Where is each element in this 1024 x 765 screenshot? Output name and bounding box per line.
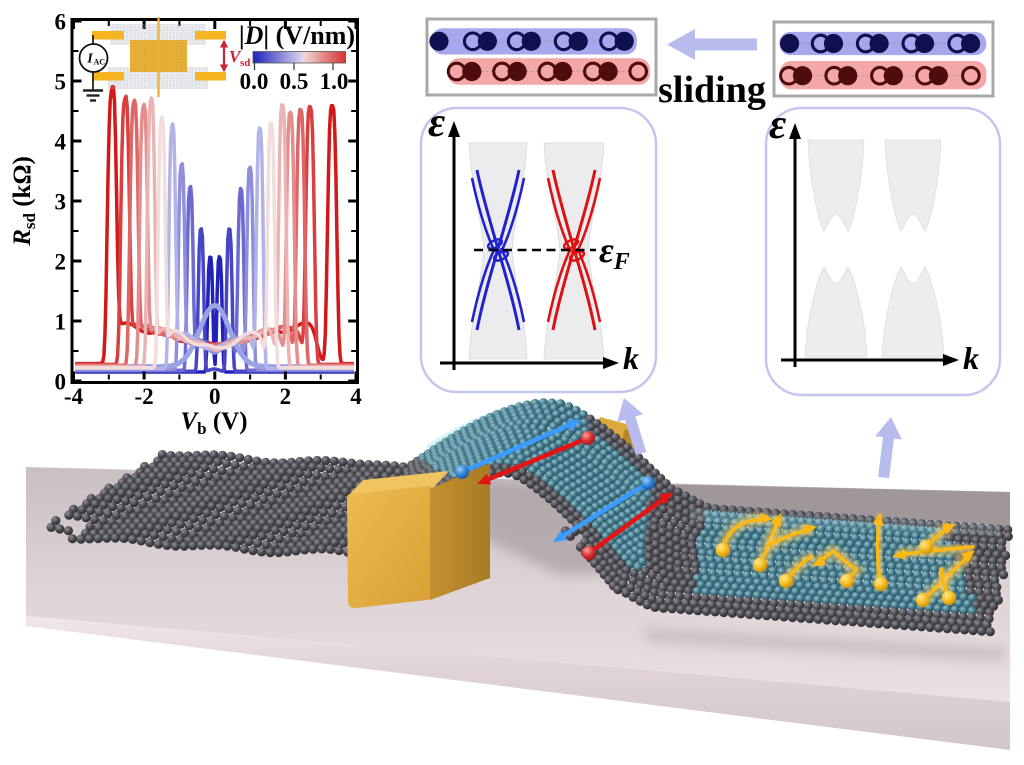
svg-text:6: 6	[55, 10, 67, 35]
svg-text:k: k	[623, 340, 639, 376]
svg-text:I: I	[86, 52, 93, 67]
svg-text:4: 4	[55, 130, 67, 155]
svg-text:V: V	[229, 47, 242, 66]
svg-text:-4: -4	[64, 384, 84, 409]
svg-text:ε: ε	[769, 102, 786, 148]
svg-text:k: k	[963, 340, 979, 376]
svg-text:1.0: 1.0	[320, 69, 349, 94]
svg-text:0.0: 0.0	[240, 69, 269, 94]
svg-text:sd: sd	[240, 57, 250, 69]
svg-text:2: 2	[55, 250, 67, 275]
svg-text:AC: AC	[94, 58, 106, 67]
svg-text:ε: ε	[428, 100, 445, 146]
svg-text:3: 3	[55, 190, 67, 215]
svg-text:Vb (V): Vb (V)	[180, 408, 247, 438]
svg-text:1: 1	[55, 310, 67, 335]
svg-text:5: 5	[55, 70, 67, 95]
svg-text:0: 0	[209, 384, 221, 409]
svg-text:2: 2	[280, 384, 292, 409]
svg-text:Rsd (kΩ): Rsd (kΩ)	[9, 156, 39, 247]
svg-text:0: 0	[55, 370, 67, 395]
svg-text:-2: -2	[135, 384, 154, 409]
svg-text:sliding: sliding	[658, 69, 766, 111]
svg-text:|D| (V/nm): |D| (V/nm)	[239, 21, 355, 50]
svg-text:0.5: 0.5	[280, 69, 309, 94]
svg-text:4: 4	[350, 384, 362, 409]
